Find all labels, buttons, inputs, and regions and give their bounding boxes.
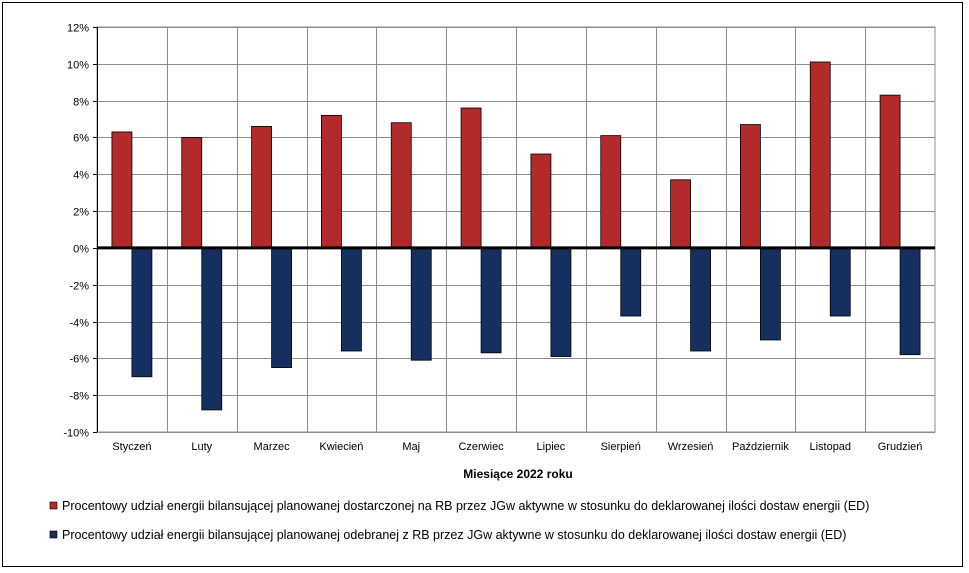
bar-delivered-0 [111, 131, 133, 249]
axes [93, 27, 935, 433]
legend-label-0: Procentowy udział energii bilansującej p… [62, 499, 869, 513]
x-tick-label: Grudzień [878, 441, 923, 453]
y-tick-label: -8% [69, 391, 89, 403]
y-tick-labels: -10% -8% -6% -4% -2% 0% 2% 4% 6% 8% 10% 12% [63, 23, 89, 440]
x-tick-label: Maj [402, 441, 420, 453]
bar-delivered-10 [809, 61, 831, 249]
y-tick-label: -10% [63, 428, 89, 440]
bar-delivered-11 [879, 94, 901, 249]
bar-delivered-5 [460, 107, 482, 249]
bar-received-3 [341, 247, 362, 352]
bar-delivered-4 [390, 122, 412, 249]
x-tick-label: Luty [191, 441, 212, 453]
bar-received-4 [410, 247, 432, 361]
bar-delivered-9 [740, 124, 761, 249]
x-tick-label: Styczeń [112, 441, 151, 453]
y-tick-label: -6% [69, 354, 89, 366]
bar-delivered-6 [530, 153, 552, 249]
bar-delivered-1 [181, 137, 203, 249]
x-tick-label: Kwiecień [319, 441, 363, 453]
legend-label-1: Procentowy udział energii bilansującej p… [62, 528, 846, 542]
y-tick-label: 10% [67, 60, 89, 72]
bar-received-10 [829, 247, 851, 317]
x-axis-label: Miesiące 2022 roku [463, 467, 572, 481]
y-tick-label: 8% [73, 97, 89, 109]
bar-received-9 [760, 247, 781, 341]
bar-received-5 [480, 247, 502, 354]
x-tick-label: Październik [732, 441, 789, 453]
bar-received-0 [131, 247, 153, 378]
y-tick-label: 4% [73, 170, 89, 182]
x-tick-label: Wrzesień [668, 441, 714, 453]
bar-delivered-2 [251, 126, 272, 249]
bar-received-1 [201, 247, 223, 411]
bar-delivered-3 [321, 114, 342, 249]
x-tick-label: Sierpień [601, 441, 641, 453]
y-tick-label: 12% [67, 23, 89, 35]
bar-delivered-8 [670, 179, 691, 249]
bar-delivered-7 [600, 135, 622, 249]
grid-lines [96, 26, 936, 433]
bar-received-8 [690, 247, 711, 352]
bar-received-7 [620, 247, 642, 317]
x-tick-label: Marzec [254, 441, 291, 453]
y-tick-label: 0% [73, 244, 89, 256]
y-tick-label: 6% [73, 133, 89, 145]
bar-received-2 [271, 247, 292, 368]
y-tick-label: 2% [73, 207, 89, 219]
y-tick-label: -2% [69, 281, 89, 293]
x-tick-labels: Styczeń Luty Marzec Kwiecień Maj Czerwiec Lipi… [112, 441, 922, 453]
y-tick-label: -4% [69, 318, 89, 330]
x-tick-label: Listopad [809, 441, 851, 453]
bar-received-6 [550, 247, 572, 357]
bars [111, 61, 921, 411]
legend: Procentowy udział energii bilansującej p… [49, 499, 869, 542]
bar-received-11 [899, 247, 921, 356]
x-tick-label: Czerwiec [458, 441, 504, 453]
legend-swatch-0 [49, 501, 58, 510]
x-tick-label: Lipiec [537, 441, 566, 453]
legend-swatch-1 [49, 530, 58, 539]
